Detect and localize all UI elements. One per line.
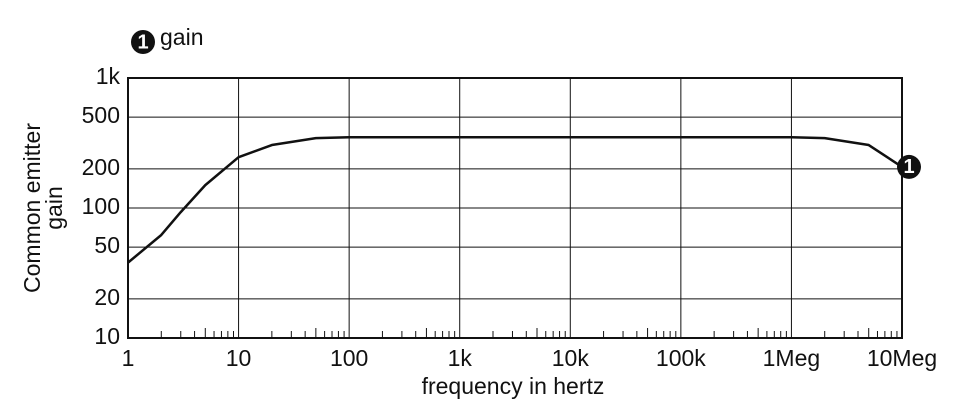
- x-tick-label: 1: [122, 345, 135, 371]
- x-axis-label: frequency in hertz: [422, 373, 605, 399]
- y-tick-label: 20: [94, 284, 120, 310]
- y-tick-label: 10: [94, 323, 120, 349]
- x-tick-label: 10: [226, 345, 252, 371]
- legend-marker-label: 1: [137, 31, 148, 53]
- y-tick-label: 500: [82, 102, 120, 128]
- legend-label: gain: [160, 24, 203, 50]
- legend-marker: [131, 30, 155, 54]
- series-end-marker: [897, 154, 921, 179]
- x-tick-label: 10k: [552, 345, 590, 371]
- x-tick-label: 1k: [448, 345, 473, 371]
- y-axis-label-line: Common emitter: [19, 123, 45, 293]
- y-tick-label: 50: [94, 232, 120, 258]
- x-tick-label: 100: [330, 345, 368, 371]
- x-tick-label: 10Meg: [867, 345, 937, 371]
- x-tick-label: 100k: [656, 345, 706, 371]
- y-tick-label: 200: [82, 154, 120, 180]
- series-end-marker-label: 1: [903, 156, 914, 178]
- y-axis-label: Common emitter gain: [19, 123, 67, 293]
- series-line: [127, 136, 903, 264]
- y-axis-label-line: gain: [41, 186, 67, 229]
- y-tick-label: 100: [82, 193, 120, 219]
- y-tick-label: 1k: [96, 63, 121, 89]
- x-tick-label: 1Meg: [763, 345, 821, 371]
